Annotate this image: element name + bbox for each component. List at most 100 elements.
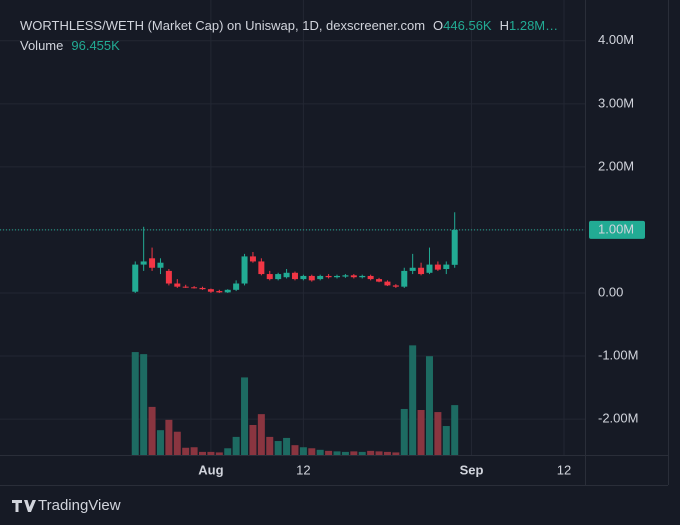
candle-body xyxy=(443,264,450,270)
volume-bar xyxy=(173,431,181,455)
volume-bar xyxy=(241,377,249,455)
candle-body xyxy=(418,267,425,275)
candle-body xyxy=(157,262,164,268)
y-tick-label: 3.00M xyxy=(598,95,634,110)
x-tick-label: 12 xyxy=(557,462,571,477)
volume-bar xyxy=(325,450,333,455)
volume-bar xyxy=(417,410,425,455)
candle-body xyxy=(249,256,256,262)
candle-body xyxy=(426,264,433,273)
y-tick-label: 2.00M xyxy=(598,158,634,173)
candle-body xyxy=(291,272,298,280)
volume-bar xyxy=(400,408,408,455)
volume-bar xyxy=(140,354,148,455)
volume-bar xyxy=(375,451,383,455)
x-tick-label: Aug xyxy=(198,462,223,477)
candle-body xyxy=(334,275,341,278)
candle-body xyxy=(132,264,139,292)
candle-body xyxy=(165,270,172,284)
ohlc-value: 1.28M… xyxy=(509,18,558,33)
candle-body xyxy=(409,267,416,271)
volume-bar xyxy=(232,436,240,455)
ohlc-value: 446.56K xyxy=(443,18,492,33)
volume-value: 96.455K xyxy=(71,38,120,53)
candle-body xyxy=(401,270,408,287)
volume-bar xyxy=(291,445,299,455)
candle-body xyxy=(266,274,273,280)
volume-bar xyxy=(333,451,341,455)
volume-bar xyxy=(358,451,366,455)
volume-bar xyxy=(316,449,324,455)
volume-bar xyxy=(442,426,450,455)
volume-bar xyxy=(199,451,207,455)
volume-bar xyxy=(131,352,139,455)
volume-legend: Volume 96.455K xyxy=(20,38,120,53)
volume-bar xyxy=(341,451,349,455)
volume-bar xyxy=(156,430,164,455)
candle-body xyxy=(140,261,147,265)
volume-bar xyxy=(350,451,358,455)
volume-bar xyxy=(207,451,215,455)
candle-body xyxy=(308,275,315,281)
volume-bar xyxy=(249,425,257,455)
marks xyxy=(0,212,585,455)
ohlc-key: O xyxy=(433,18,443,33)
volume-bar xyxy=(283,437,291,455)
candle-body xyxy=(300,275,307,280)
volume-bar xyxy=(409,345,417,455)
x-tick-label: 12 xyxy=(296,462,310,477)
volume-bar xyxy=(308,448,316,455)
candle-body xyxy=(384,281,391,286)
title: WORTHLESS/WETH (Market Cap) on Uniswap, … xyxy=(20,18,425,33)
candle-body xyxy=(376,279,383,282)
x-tick-label: Sep xyxy=(460,462,484,477)
candle-body xyxy=(258,261,265,275)
volume-bar xyxy=(190,447,198,455)
candle-body xyxy=(199,287,206,290)
volume-bar xyxy=(392,452,400,455)
candle-body xyxy=(191,287,198,289)
candle-body xyxy=(350,275,357,278)
candle-body xyxy=(233,283,240,290)
brand-logo xyxy=(12,500,36,512)
volume-bar xyxy=(299,447,307,455)
candle-body xyxy=(342,275,349,277)
candle-body xyxy=(182,286,189,288)
volume-bar xyxy=(425,356,433,455)
volume-bar xyxy=(182,447,190,455)
candle-body xyxy=(216,291,223,293)
price-tag xyxy=(589,220,645,239)
price-tag-label: 1.00M xyxy=(598,221,634,236)
candle-body xyxy=(224,289,231,293)
volume-bar xyxy=(165,419,173,455)
candle-body xyxy=(241,256,248,284)
volume-bar xyxy=(367,450,375,455)
candle-body xyxy=(317,275,324,280)
candle-body xyxy=(275,274,282,280)
volume-bar xyxy=(383,451,391,455)
candle-body xyxy=(174,283,181,287)
candle-body xyxy=(359,275,366,278)
volume-bar xyxy=(434,412,442,455)
candle-body xyxy=(149,258,156,268)
candle-body xyxy=(451,229,458,265)
ohlc-key: H xyxy=(500,18,509,33)
y-tick-label: 4.00M xyxy=(598,32,634,47)
chart-title: WORTHLESS/WETH (Market Cap) on Uniswap, … xyxy=(20,18,558,33)
candle-body xyxy=(283,272,290,278)
volume-bar xyxy=(148,406,156,455)
candle-body xyxy=(434,264,441,270)
volume-bar xyxy=(215,452,223,455)
y-tick-label: -1.00M xyxy=(598,347,638,362)
candle-body xyxy=(392,285,399,287)
candle-body xyxy=(207,289,214,292)
volume-bar xyxy=(266,436,274,455)
brand: TradingView xyxy=(38,497,121,514)
y-tick-label: 0.00 xyxy=(598,284,623,299)
volume-bar xyxy=(451,405,459,455)
grid xyxy=(0,0,585,455)
candle-body xyxy=(325,275,332,278)
volume-bar xyxy=(274,441,282,455)
